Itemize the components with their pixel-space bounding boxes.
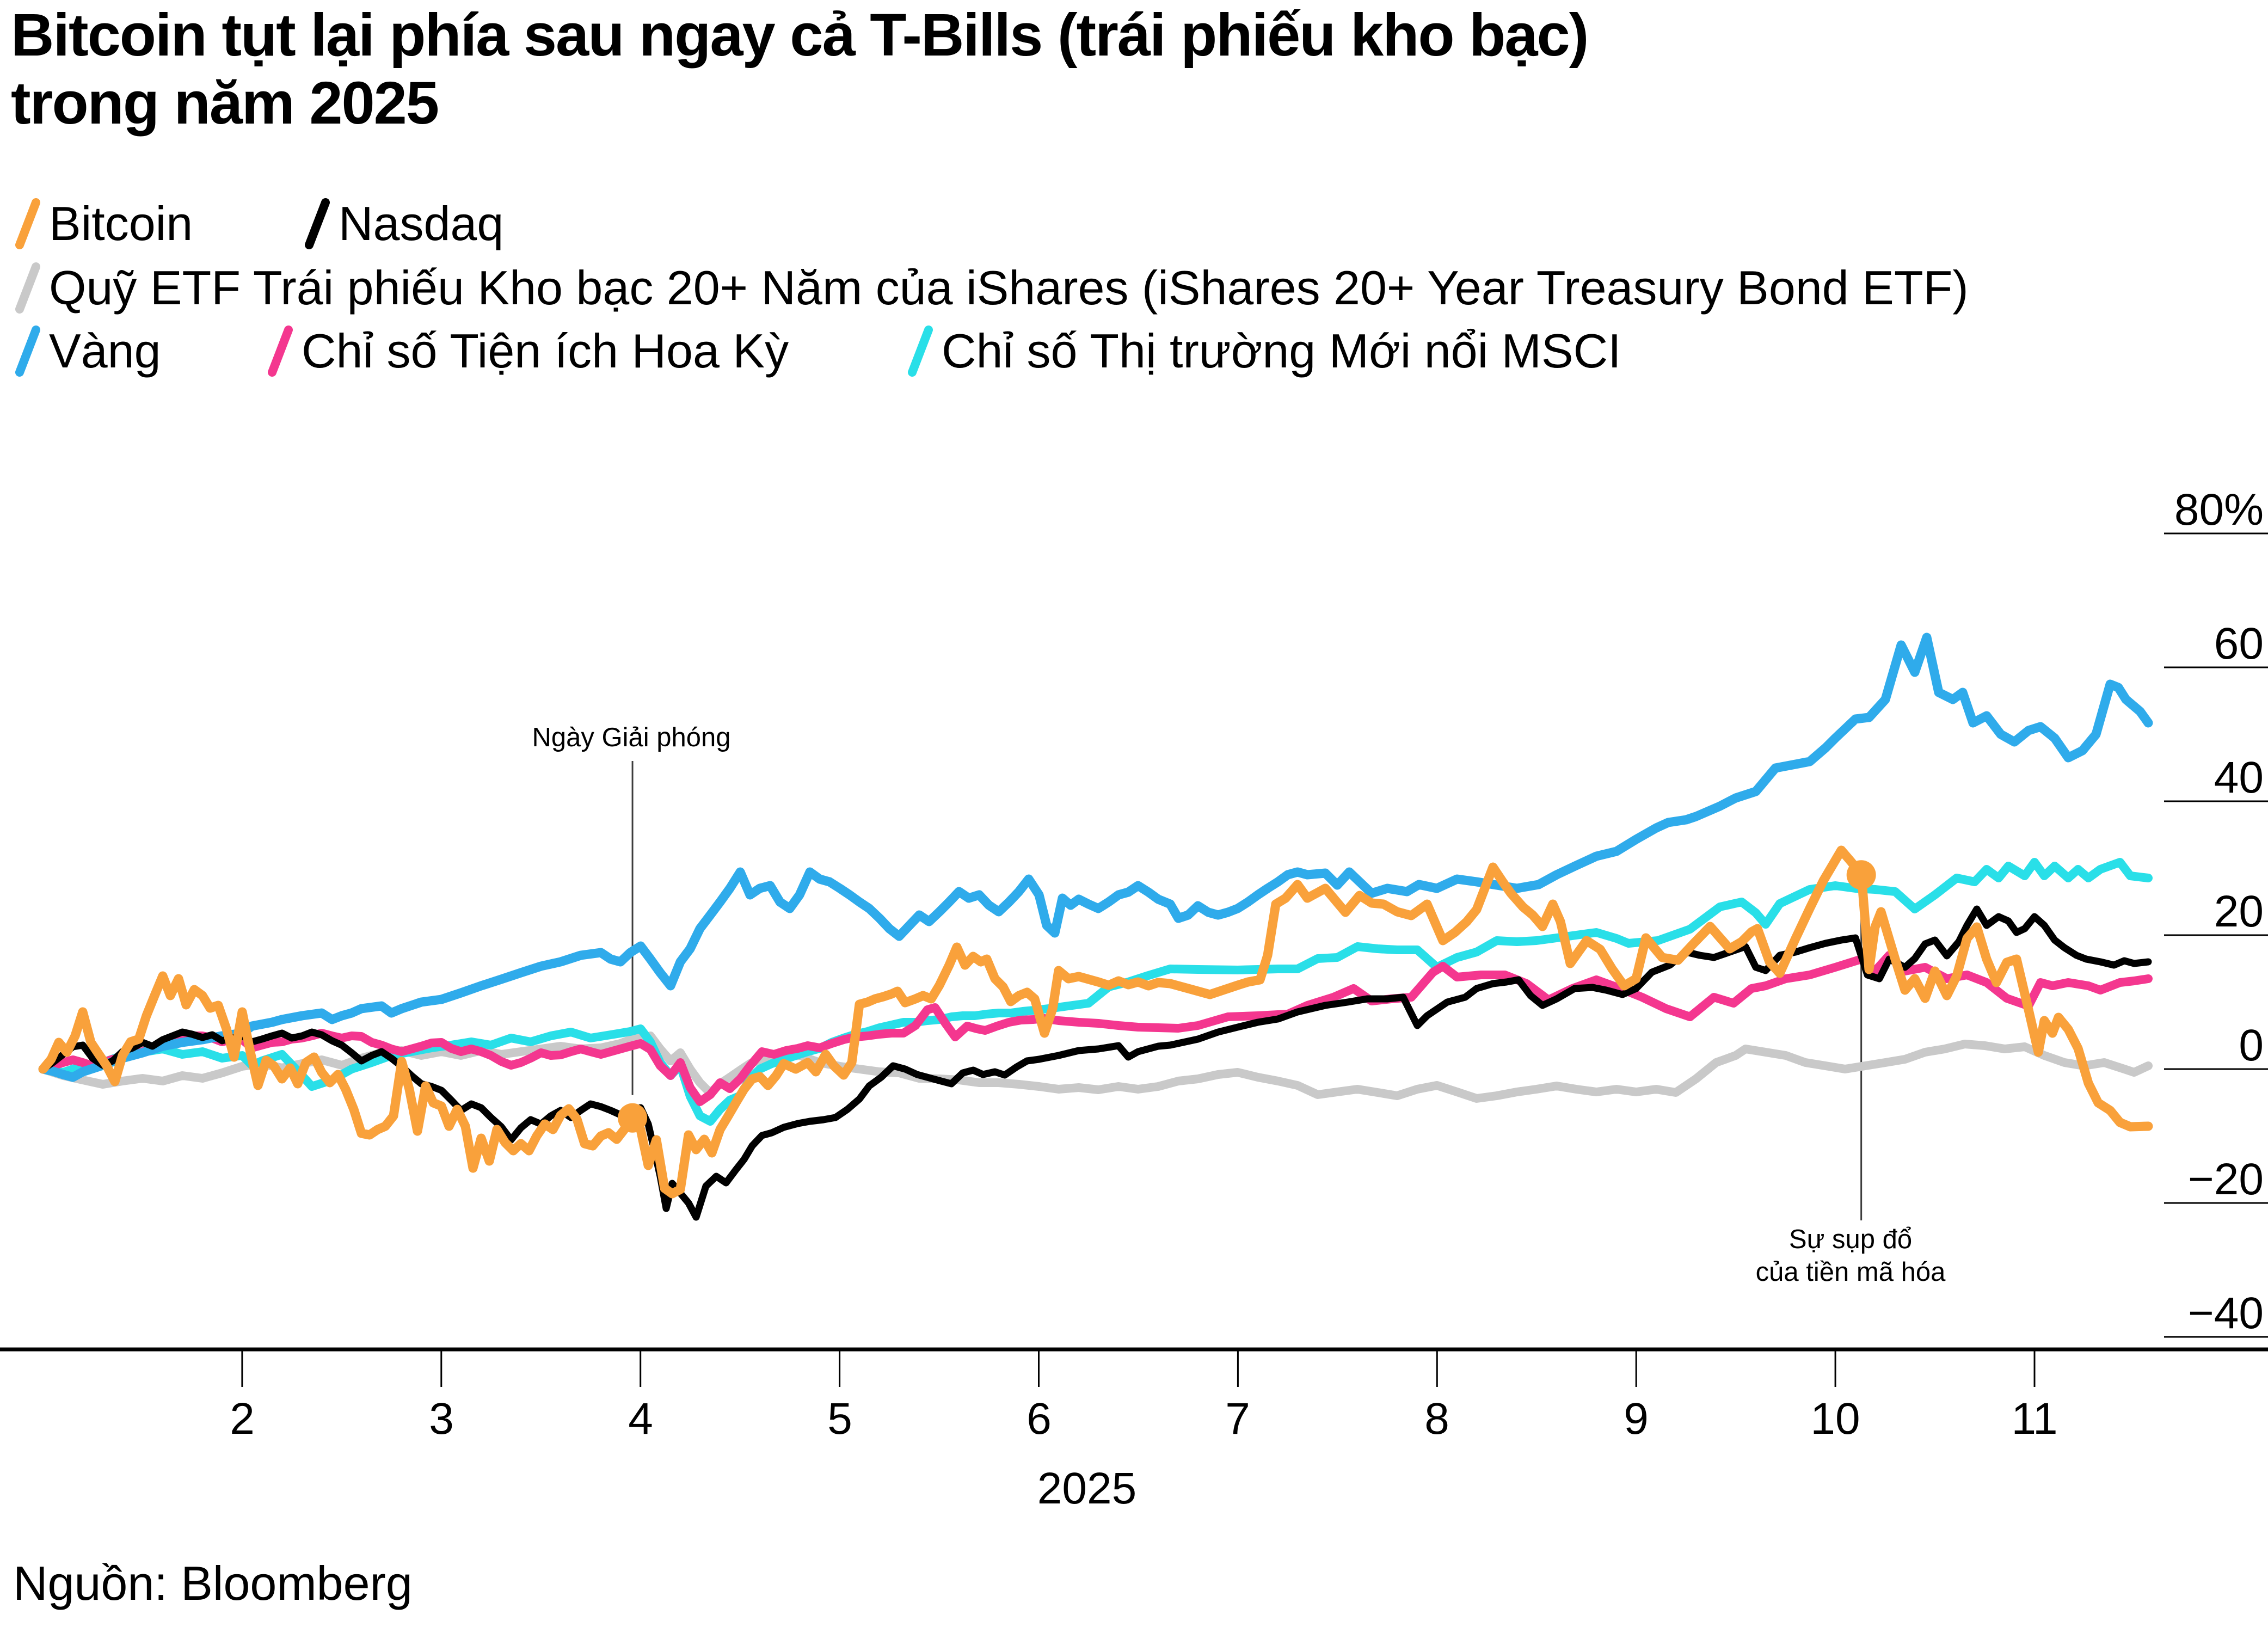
chart-title-line1: Bitcoin tụt lại phía sau ngay cả T-Bills…: [11, 2, 1589, 69]
y-tick-label-40: 40: [2214, 753, 2264, 802]
chart-title-line2: trong năm 2025: [11, 70, 439, 137]
y-tick-label-0: 0: [2239, 1021, 2264, 1070]
x-tick-label-jul: 7: [1225, 1394, 1250, 1444]
event-dot-crypto-collapse: [1846, 860, 1876, 890]
annotation-crypto-collapse-line2: của tiền mã hóa: [1755, 1257, 1946, 1287]
x-tick-label-jun: 6: [1027, 1394, 1052, 1444]
x-tick-label-aug: 8: [1424, 1394, 1449, 1444]
legend-item-gold: Vàng: [15, 323, 161, 379]
legend-item-bitcoin: Bitcoin: [15, 196, 193, 251]
legend-label-gold: Vàng: [49, 324, 161, 378]
event-dot-liberation-day: [618, 1103, 648, 1133]
annotation-crypto-collapse: Sự sụp đổ của tiền mã hóa: [1756, 1224, 1946, 1289]
legend-label-bitcoin: Bitcoin: [49, 197, 193, 250]
y-tick-label-80: 80%: [2174, 485, 2264, 535]
legend-label-nasdaq: Nasdaq: [339, 197, 504, 250]
x-tick-label-nov: 11: [2011, 1394, 2058, 1444]
msci-em-slash-icon: [908, 326, 933, 377]
series-line-tlt: [39, 1032, 2153, 1103]
y-tick-label-neg20: −20: [2187, 1155, 2264, 1204]
y-tick-label-60: 60: [2214, 619, 2264, 668]
x-tick-label-feb: 2: [230, 1394, 255, 1444]
legend-item-msci-em: Chỉ số Thị trường Mới nổi MSCI: [908, 323, 1621, 379]
legend-item-nasdaq: Nasdaq: [305, 196, 503, 251]
legend-item-us-utilities: Chỉ số Tiện ích Hoa Kỳ: [268, 323, 789, 379]
x-tick-label-mar: 3: [429, 1394, 454, 1444]
x-tick-label-oct: 10: [1810, 1394, 1860, 1444]
series-line-gold: [38, 633, 2153, 1082]
y-tick-label-neg40: −40: [2187, 1288, 2264, 1338]
x-axis-year-label: 2025: [1037, 1464, 1137, 1513]
bitcoin-slash-icon: [15, 198, 40, 249]
us-utilities-slash-icon: [268, 326, 293, 377]
legend-label-treasury-etf: Quỹ ETF Trái phiếu Kho bạc 20+ Năm của i…: [49, 261, 1969, 315]
chart-title: Bitcoin tụt lại phía sau ngay cả T-Bills…: [11, 1, 1589, 138]
gold-slash-icon: [15, 326, 40, 377]
x-tick-label-may: 5: [827, 1394, 852, 1444]
series-line-nasdaq: [39, 905, 2152, 1221]
series-line-msci_em: [39, 858, 2153, 1126]
series-line-bitcoin: [38, 845, 2153, 1199]
source-credit: Nguồn: Bloomberg: [13, 1556, 413, 1610]
annotation-liberation-day: Ngày Giải phóng: [532, 723, 731, 752]
x-tick-label-sep: 9: [1624, 1394, 1649, 1444]
x-tick-label-apr: 4: [628, 1394, 653, 1444]
treasury-etf-slash-icon: [15, 262, 40, 314]
legend-label-us-utilities: Chỉ số Tiện ích Hoa Kỳ: [302, 324, 789, 378]
y-tick-label-20: 20: [2214, 887, 2264, 936]
legend-item-treasury-etf: Quỹ ETF Trái phiếu Kho bạc 20+ Năm của i…: [15, 260, 1969, 316]
annotation-crypto-collapse-line1: Sự sụp đổ: [1788, 1225, 1913, 1254]
legend-label-msci-em: Chỉ số Thị trường Mới nổi MSCI: [942, 324, 1621, 378]
nasdaq-slash-icon: [305, 198, 330, 249]
